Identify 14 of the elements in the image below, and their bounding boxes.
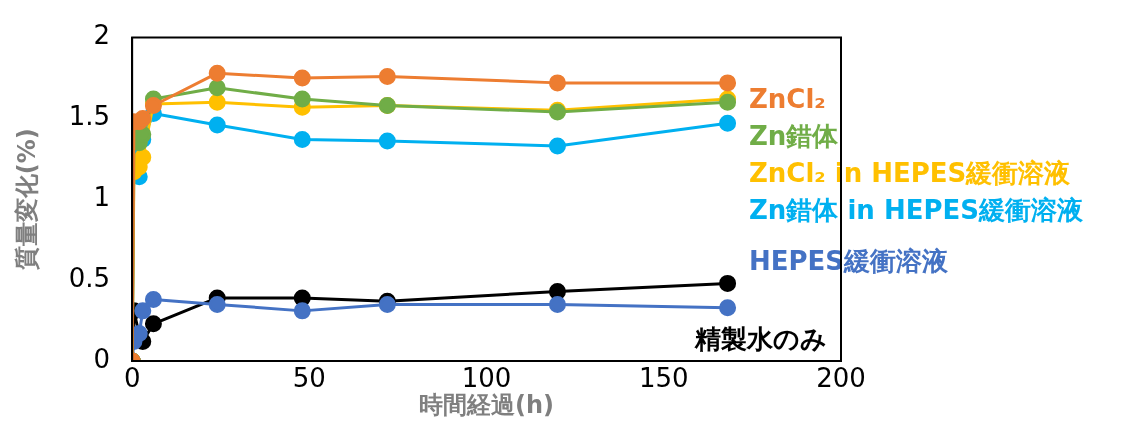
series-label: ZnCl₂ [749,83,826,114]
series-label: Zn錯体 [749,120,840,151]
x-tick-label: 150 [638,363,689,394]
y-tick-label: 0.5 [68,262,111,293]
series-label: 精製水のみ [694,323,827,354]
y-tick-label: 1 [93,182,111,213]
y-tick-label: 2 [93,20,111,51]
y-tick-label: 0 [93,343,111,374]
y-tick-label: 1.5 [68,101,111,132]
x-tick-label: 0 [123,363,141,394]
x-tick-label: 50 [292,363,326,394]
y-axis-title: 質量変化(%) [12,128,41,272]
x-tick-label: 200 [816,363,866,394]
text: Zn錯体 in HEPES緩衝溶液 [749,194,1084,225]
